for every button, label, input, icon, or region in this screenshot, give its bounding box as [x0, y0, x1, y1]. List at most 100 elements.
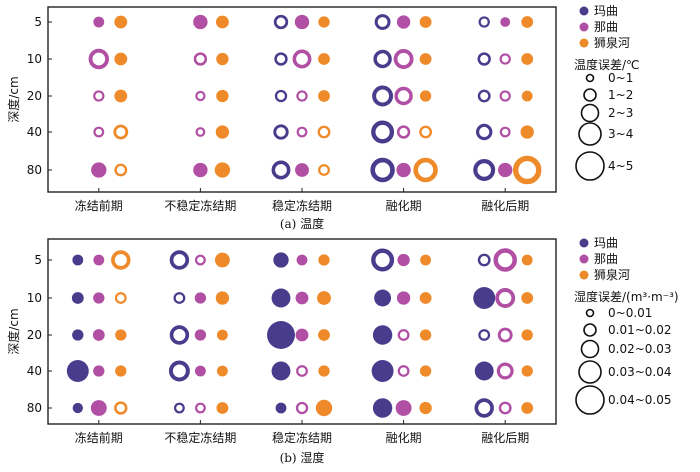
- y-tick-label: 20: [27, 89, 42, 103]
- bubble-point: [478, 329, 491, 341]
- bubble-point: [419, 365, 432, 377]
- bubble-point: [271, 160, 291, 180]
- legend-swatch: [579, 254, 589, 264]
- legend-swatch: [579, 238, 589, 248]
- bubble-point: [115, 365, 127, 377]
- bubble-point: [114, 52, 128, 66]
- bubble-point: [169, 250, 190, 270]
- bubble-point: [397, 365, 410, 377]
- bubble-point: [318, 164, 330, 176]
- bubble-point: [295, 163, 309, 177]
- bubble-point: [214, 162, 231, 178]
- bubble-point: [476, 123, 493, 141]
- y-axis-label: 深度/cm: [6, 308, 21, 354]
- legend-series-label: 玛曲: [594, 4, 618, 18]
- bubble-point: [498, 401, 512, 415]
- bubble-point: [295, 401, 309, 415]
- bubble-point: [374, 14, 391, 30]
- legend-series-label: 那曲: [594, 252, 618, 266]
- legend-swatch: [579, 38, 589, 48]
- legend-size-circle: [580, 339, 600, 359]
- legend-size-circle: [580, 103, 600, 123]
- bubble-point: [473, 159, 496, 181]
- bubble-point: [215, 15, 229, 29]
- bubble-point: [477, 52, 491, 66]
- bubble-point: [393, 49, 414, 69]
- bubble-point: [66, 360, 89, 382]
- bubble-point: [168, 360, 190, 382]
- y-tick-label: 40: [27, 125, 42, 139]
- bubble-point: [500, 17, 511, 27]
- bubble-point: [214, 252, 230, 268]
- legend-series-label: 狮泉河: [594, 36, 630, 50]
- bubble-point: [215, 125, 230, 139]
- bubble-point: [71, 292, 84, 304]
- bubble-point: [371, 120, 395, 144]
- bubble-point: [419, 401, 432, 415]
- bubble-point: [93, 365, 105, 377]
- bubble-point: [114, 401, 128, 415]
- legend-series-label: 玛曲: [594, 236, 618, 250]
- bubble-point: [396, 125, 411, 139]
- bubble-point: [273, 124, 289, 140]
- legend-series-label: 狮泉河: [594, 268, 630, 282]
- legend-size-circle: [575, 151, 605, 181]
- bubble-point: [474, 398, 494, 418]
- bubble-point: [419, 16, 432, 28]
- legend-size-title: 温度误差/℃: [574, 57, 640, 72]
- bubble-point: [90, 400, 107, 416]
- bubble-point: [88, 48, 110, 70]
- legend-size-label: 0~0.01: [608, 306, 652, 320]
- x-tick-label: 不稳定冻结期: [164, 198, 236, 213]
- x-tick-label: 融化期: [386, 199, 422, 213]
- x-tick-label: 稳定冻结期: [272, 198, 332, 213]
- bubble-point: [114, 292, 127, 304]
- legend-size-label: 1~2: [608, 88, 633, 102]
- bubble-point: [93, 126, 105, 138]
- bubble-point: [296, 90, 308, 102]
- legend-size-label: 2~3: [608, 106, 633, 120]
- bubble-point: [317, 125, 331, 139]
- bubble-point: [396, 162, 411, 178]
- bubble-point: [273, 14, 289, 30]
- bubble-point: [521, 254, 533, 266]
- bubble-point: [72, 329, 84, 341]
- bubble-point: [294, 14, 310, 30]
- bubble-point: [194, 402, 206, 414]
- legend-size-label: 0.03~0.04: [608, 365, 672, 379]
- bubble-point: [271, 288, 291, 308]
- x-tick-label: 不稳定冻结期: [164, 430, 236, 445]
- bubble-point: [318, 16, 330, 28]
- bubble-point: [372, 325, 393, 345]
- bubble-point: [372, 398, 393, 418]
- bubble-point: [194, 329, 207, 341]
- bubble-point: [370, 157, 395, 183]
- bubble-point: [521, 329, 533, 341]
- legend-size-label: 0.01~0.02: [608, 323, 672, 337]
- bubble-point: [195, 127, 206, 137]
- bubble-point: [72, 402, 83, 414]
- bubble-point: [194, 292, 207, 304]
- bubble-point: [93, 254, 105, 266]
- bubble-point: [419, 125, 433, 139]
- bubble-point: [315, 399, 333, 417]
- bubble-point: [274, 89, 288, 103]
- bubble-point: [499, 126, 511, 138]
- bubble-point: [318, 53, 330, 65]
- bubble-point: [193, 162, 208, 178]
- legend-swatch: [579, 270, 589, 280]
- y-axis-label: 深度/cm: [6, 76, 21, 122]
- bubble-point: [419, 90, 432, 102]
- legend-size-circle: [583, 88, 597, 102]
- bubble-point: [193, 52, 208, 66]
- y-tick-label: 80: [27, 163, 42, 177]
- bubble-point: [93, 292, 105, 304]
- bubble-point: [419, 329, 432, 341]
- bubble-point: [394, 86, 413, 106]
- x-tick-label: 融化后期: [481, 431, 529, 445]
- bubble-point: [493, 248, 517, 272]
- bubble-point: [497, 327, 513, 343]
- bubble-point: [93, 90, 105, 102]
- bubble-point: [318, 90, 330, 102]
